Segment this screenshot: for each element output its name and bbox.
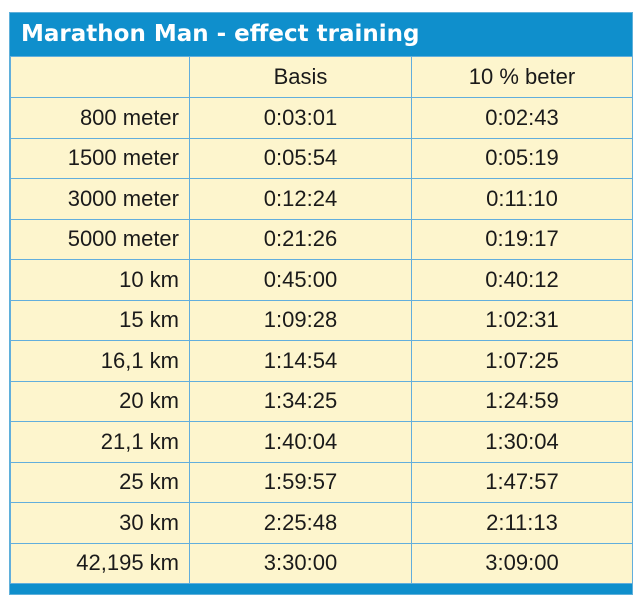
table-row: 21,1 km 1:40:04 1:30:04 xyxy=(10,421,633,463)
table-row: 3000 meter 0:12:24 0:11:10 xyxy=(10,178,633,220)
table-row: 1500 meter 0:05:54 0:05:19 xyxy=(10,137,633,179)
better-time-cell: 2:11:13 xyxy=(411,502,633,544)
better-time-cell: 0:05:19 xyxy=(411,137,633,179)
better-time-cell: 1:02:31 xyxy=(411,299,633,341)
header-better-cell: 10 % beter xyxy=(411,56,633,98)
better-time-cell: 1:30:04 xyxy=(411,421,633,463)
table-row: 25 km 1:59:57 1:47:57 xyxy=(10,461,633,503)
better-time-cell: 1:07:25 xyxy=(411,340,633,382)
basis-time-cell: 0:03:01 xyxy=(189,97,412,139)
distance-cell: 30 km xyxy=(10,502,190,544)
table-row: 20 km 1:34:25 1:24:59 xyxy=(10,380,633,422)
basis-time-cell: 1:34:25 xyxy=(189,380,412,422)
table-row: 42,195 km 3:30:00 3:09:00 xyxy=(10,542,633,584)
better-time-cell: 1:24:59 xyxy=(411,380,633,422)
basis-time-cell: 2:25:48 xyxy=(189,502,412,544)
better-time-cell: 0:11:10 xyxy=(411,178,633,220)
distance-cell: 21,1 km xyxy=(10,421,190,463)
table-row: 5000 meter 0:21:26 0:19:17 xyxy=(10,218,633,260)
distance-cell: 3000 meter xyxy=(10,178,190,220)
better-time-cell: 1:47:57 xyxy=(411,461,633,503)
table-row: 800 meter 0:03:01 0:02:43 xyxy=(10,97,633,139)
distance-cell: 15 km xyxy=(10,299,190,341)
better-time-cell: 3:09:00 xyxy=(411,542,633,584)
better-time-cell: 0:40:12 xyxy=(411,259,633,301)
distance-cell: 25 km xyxy=(10,461,190,503)
distance-cell: 800 meter xyxy=(10,97,190,139)
table-row: 15 km 1:09:28 1:02:31 xyxy=(10,299,633,341)
basis-time-cell: 0:05:54 xyxy=(189,137,412,179)
distance-cell: 5000 meter xyxy=(10,218,190,260)
distance-cell: 20 km xyxy=(10,380,190,422)
basis-time-cell: 0:45:00 xyxy=(189,259,412,301)
table-row: 10 km 0:45:00 0:40:12 xyxy=(10,259,633,301)
distance-cell: 1500 meter xyxy=(10,137,190,179)
header-distance-cell xyxy=(10,56,190,98)
basis-time-cell: 3:30:00 xyxy=(189,542,412,584)
header-basis-cell: Basis xyxy=(189,56,412,98)
table-title: Marathon Man - effect training xyxy=(21,21,420,47)
better-time-cell: 0:19:17 xyxy=(411,218,633,260)
basis-time-cell: 1:14:54 xyxy=(189,340,412,382)
basis-time-cell: 1:59:57 xyxy=(189,461,412,503)
basis-time-cell: 1:09:28 xyxy=(189,299,412,341)
distance-cell: 10 km xyxy=(10,259,190,301)
better-time-cell: 0:02:43 xyxy=(411,97,633,139)
table-row: 16,1 km 1:14:54 1:07:25 xyxy=(10,340,633,382)
basis-time-cell: 0:21:26 xyxy=(189,218,412,260)
distance-cell: 16,1 km xyxy=(10,340,190,382)
table-header-row: Basis 10 % beter xyxy=(10,56,633,98)
table-row: 30 km 2:25:48 2:11:13 xyxy=(10,502,633,544)
basis-time-cell: 0:12:24 xyxy=(189,178,412,220)
training-table-panel: Marathon Man - effect training Basis 10 … xyxy=(9,12,633,595)
basis-time-cell: 1:40:04 xyxy=(189,421,412,463)
pace-table: Basis 10 % beter 800 meter 0:03:01 0:02:43… xyxy=(10,56,633,584)
distance-cell: 42,195 km xyxy=(10,542,190,584)
